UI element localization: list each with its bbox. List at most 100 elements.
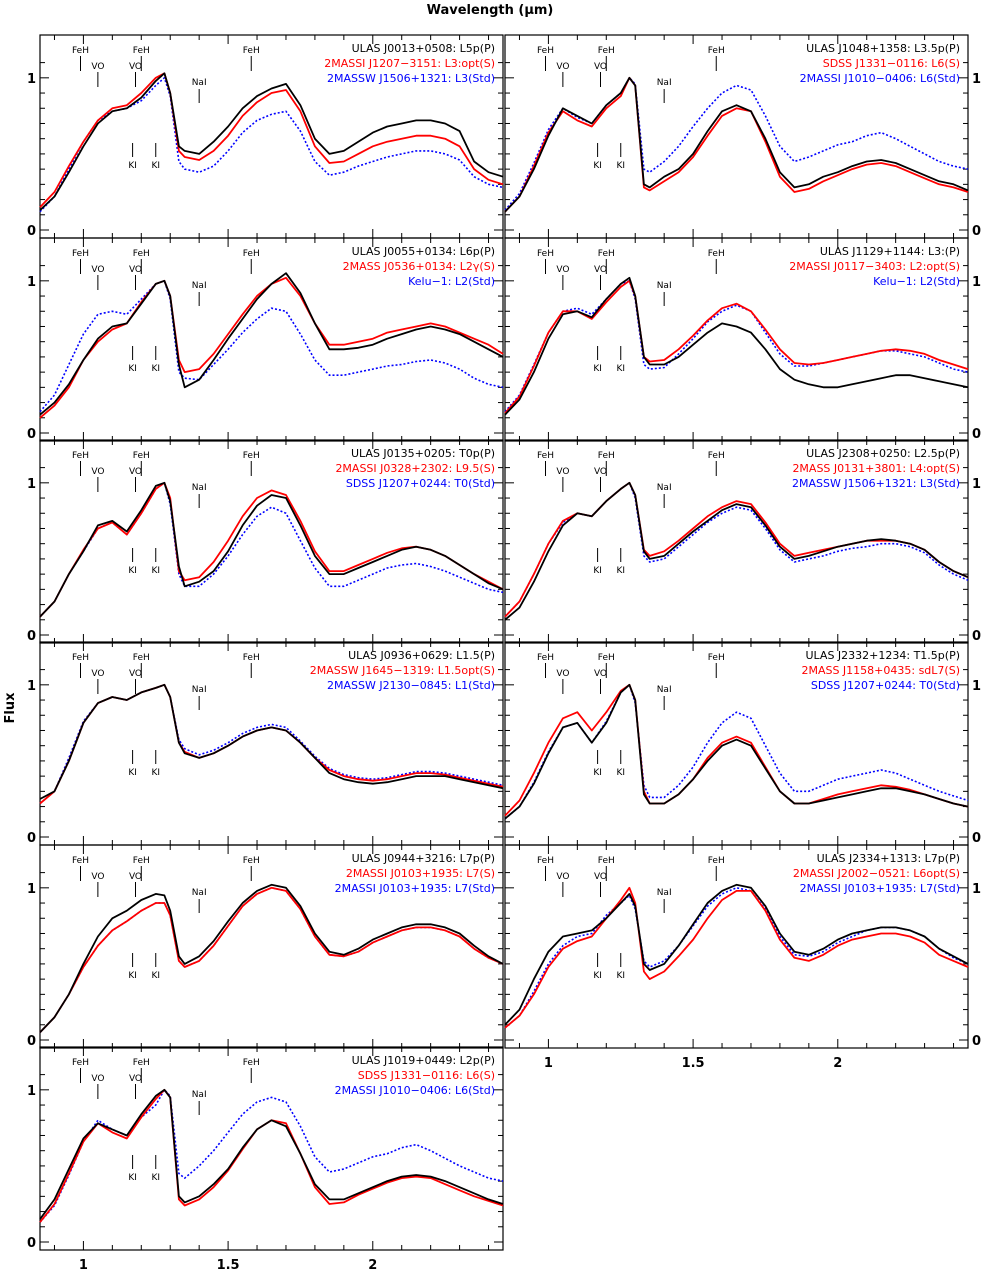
y-tick-label: 0: [972, 1034, 981, 1049]
feature-label: FeH: [598, 451, 615, 461]
feature-label-ki: KI: [616, 768, 625, 778]
series-target: [39, 883, 504, 1034]
feature-label: VO: [556, 467, 569, 477]
legend-entry: 2MASSW J2130−0845: L1(Std): [327, 679, 495, 692]
series-standard: [39, 683, 504, 805]
series-template: [504, 683, 969, 817]
feature-label-ki: KI: [128, 1173, 137, 1183]
feature-label: FeH: [598, 653, 615, 663]
feature-label-ki: KI: [151, 971, 160, 981]
feature-label: VO: [556, 872, 569, 882]
panel-frame: [504, 237, 969, 442]
feature-label-ki: KI: [128, 566, 137, 576]
feature-label: VO: [556, 62, 569, 72]
feature-label: VO: [129, 467, 142, 477]
panel-frame: [504, 439, 969, 644]
feature-label-nai: NaI: [657, 281, 672, 291]
legend-entry: 2MASS J1158+0435: sdL7(S): [801, 664, 960, 677]
y-tick-label: 0: [972, 427, 981, 442]
feature-label-nai: NaI: [657, 78, 672, 88]
feature-label: VO: [129, 1074, 142, 1084]
panel-frame: [39, 439, 504, 644]
y-tick-label: 0: [27, 629, 36, 644]
feature-label: VO: [556, 669, 569, 679]
feature-label: FeH: [72, 1058, 89, 1068]
feature-label: FeH: [537, 856, 554, 866]
series-standard: [504, 279, 969, 413]
series-template: [504, 76, 969, 213]
y-tick-label: 0: [27, 1034, 36, 1049]
feature-label: FeH: [72, 653, 89, 663]
feature-label-ki: KI: [616, 364, 625, 374]
series-standard: [39, 77, 504, 213]
x-tick-label: 1: [79, 1258, 88, 1270]
series-target: [39, 272, 504, 416]
x-tick-label: 2: [833, 1056, 842, 1071]
feature-label-nai: NaI: [192, 888, 207, 898]
series-template: [504, 481, 969, 618]
y-tick-label: 0: [27, 831, 36, 846]
feature-label: VO: [91, 1074, 104, 1084]
legend-entry: ULAS J0135+0205: T0p(P): [351, 447, 495, 460]
feature-label-ki: KI: [151, 768, 160, 778]
y-axis-title: Flux: [3, 692, 18, 724]
series-target: [504, 683, 969, 820]
feature-label-ki: KI: [616, 971, 625, 981]
series-standard: [504, 683, 969, 820]
feature-label-nai: NaI: [192, 483, 207, 493]
series-template: [39, 1088, 504, 1223]
series-target: [39, 1088, 504, 1220]
feature-label: FeH: [708, 46, 725, 56]
feature-label: FeH: [133, 46, 150, 56]
legend-entry: SDSS J1331−0116: L6(S): [823, 57, 960, 70]
legend-entry: 2MASSI J2002−0521: L6opt(S): [793, 867, 960, 880]
series-template: [504, 279, 969, 414]
feature-label-ki: KI: [128, 364, 137, 374]
legend-entry: ULAS J2308+0250: L2.5p(P): [806, 447, 960, 460]
y-tick-label: 1: [972, 679, 981, 694]
legend-entry: 2MASSW J1506+1321: L3(Std): [792, 477, 960, 490]
feature-label: FeH: [133, 653, 150, 663]
feature-label: VO: [91, 467, 104, 477]
feature-label-nai: NaI: [192, 281, 207, 291]
feature-label-ki: KI: [593, 971, 602, 981]
feature-label-ki: KI: [593, 161, 602, 171]
series-target: [39, 683, 504, 800]
panel-frame: [39, 1046, 504, 1251]
feature-label: VO: [594, 265, 607, 275]
series-target: [39, 72, 504, 211]
feature-label-nai: NaI: [192, 1090, 207, 1100]
y-tick-label: 1: [972, 882, 981, 897]
feature-label: FeH: [72, 46, 89, 56]
feature-label: FeH: [72, 451, 89, 461]
feature-label: VO: [594, 872, 607, 882]
y-tick-label: 1: [972, 477, 981, 492]
series-standard: [39, 279, 504, 413]
feature-label: FeH: [243, 856, 260, 866]
y-tick-label: 1: [27, 72, 36, 87]
feature-label: VO: [129, 62, 142, 72]
panel-frame: [504, 844, 969, 1049]
y-tick-label: 1: [27, 679, 36, 694]
feature-label: VO: [594, 467, 607, 477]
feature-label: FeH: [708, 653, 725, 663]
feature-label: FeH: [133, 451, 150, 461]
feature-label: VO: [594, 669, 607, 679]
feature-label: FeH: [243, 653, 260, 663]
feature-label: FeH: [537, 451, 554, 461]
legend-entry: Kelu−1: L2(Std): [873, 275, 960, 288]
series-target: [504, 276, 969, 416]
panel-frame: [39, 237, 504, 442]
y-tick-label: 1: [27, 275, 36, 290]
y-tick-label: 0: [27, 224, 36, 239]
y-tick-label: 1: [27, 882, 36, 897]
legend-entry: 2MASSI J0103+1935: L7(Std): [335, 882, 495, 895]
feature-label: FeH: [133, 856, 150, 866]
series-standard: [504, 77, 969, 211]
